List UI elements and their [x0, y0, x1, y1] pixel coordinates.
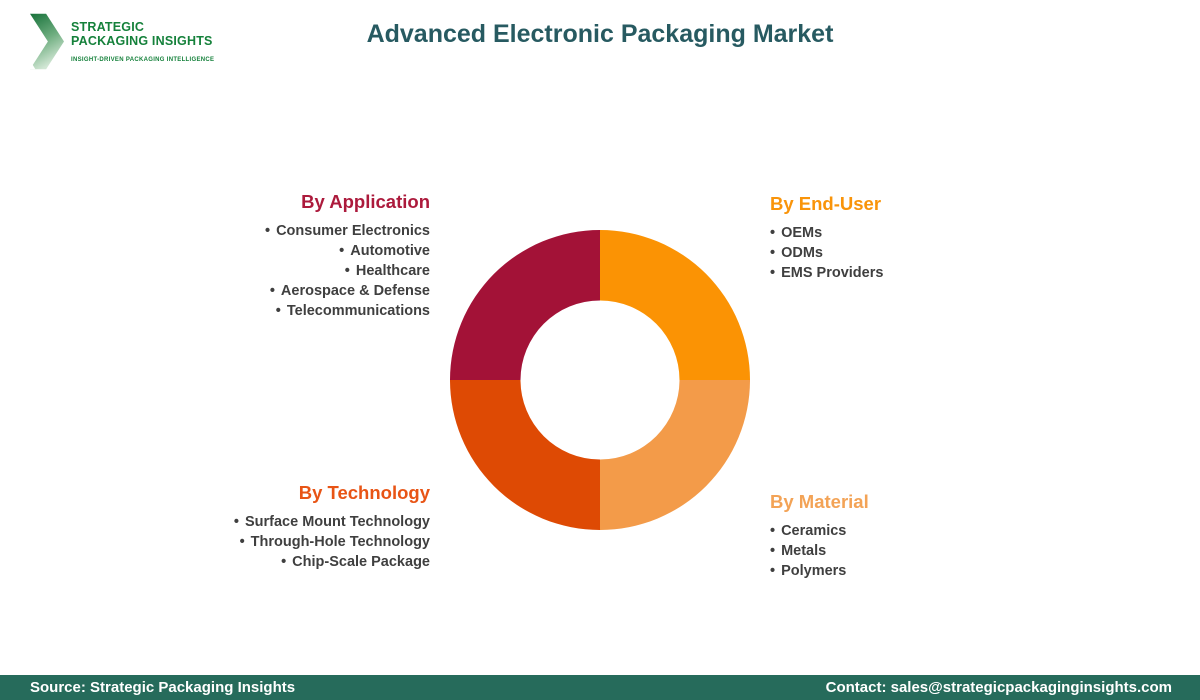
list-item-label: OEMs [781, 225, 823, 241]
list-item-label: Consumer Electronics [276, 223, 430, 239]
bullet-icon: • [233, 514, 239, 530]
list-item-label: Ceramics [781, 523, 847, 539]
brand-tagline: INSIGHT-DRIVEN PACKAGING INTELLIGENCE [71, 57, 215, 63]
bullet-icon: • [339, 243, 345, 259]
list-item-label: Through-Hole Technology [250, 534, 430, 550]
segment-item-list: • OEMs • ODMs • EMS Providers [770, 223, 1050, 283]
bullet-icon: • [770, 543, 776, 559]
list-item: • Healthcare [150, 261, 430, 281]
donut-chart-svg [450, 230, 750, 530]
segment-block-material: By Material • Ceramics • Metals • Polymers [770, 490, 1050, 581]
segment-block-application: By Application • Consumer Electronics • Aut… [150, 190, 430, 321]
brand-name-line2: PACKAGING INSIGHTS [71, 33, 213, 48]
bullet-icon: • [770, 523, 776, 539]
list-item-label: Polymers [781, 563, 847, 579]
list-item: • Metals [770, 541, 1050, 561]
list-item: • Aerospace & Defense [150, 281, 430, 301]
list-item-label: Metals [781, 543, 827, 559]
list-item-label: Aerospace & Defense [280, 283, 430, 299]
segment-heading-application: By Application [301, 191, 430, 212]
bullet-icon: • [770, 245, 776, 261]
list-item: • Through-Hole Technology [150, 532, 430, 552]
segment-heading-material: By Material [770, 491, 869, 512]
bullet-icon: • [281, 554, 287, 570]
bullet-icon: • [770, 265, 776, 281]
list-item: • ODMs [770, 243, 1050, 263]
brand-chevron-icon [30, 13, 64, 70]
list-item: • Consumer Electronics [150, 221, 430, 241]
donut-slice-by-application [450, 230, 600, 380]
list-item: • Polymers [770, 561, 1050, 581]
bullet-icon: • [239, 534, 245, 550]
bullet-icon: • [275, 303, 281, 319]
list-item: • Ceramics [770, 521, 1050, 541]
footer-contact-text: Contact: sales@strategicpackaginginsight… [825, 679, 1172, 696]
brand-logo-text: STRATEGIC PACKAGING INSIGHTS INSIGHT-DRI… [71, 13, 214, 63]
donut-slice-by-technology [450, 380, 600, 530]
segment-item-list: • Ceramics • Metals • Polymers [770, 521, 1050, 581]
segment-block-technology: By Technology • Surface Mount Technology •… [150, 481, 430, 572]
list-item-label: ODMs [781, 245, 823, 261]
page-title: Advanced Electronic Packaging Market [366, 20, 834, 48]
donut-chart [450, 230, 750, 530]
list-item: • EMS Providers [770, 263, 1050, 283]
donut-slice-by-end-user [600, 230, 750, 380]
list-item: • Telecommunications [150, 301, 430, 321]
list-item: • OEMs [770, 223, 1050, 243]
donut-slice-by-material [600, 380, 750, 530]
list-item: • Chip-Scale Package [150, 552, 430, 572]
bullet-icon: • [770, 225, 776, 241]
segment-heading-end-user: By End-User [770, 193, 882, 214]
brand-logo: STRATEGIC PACKAGING INSIGHTS INSIGHT-DRI… [30, 13, 214, 70]
list-item-label: Telecommunications [286, 303, 430, 319]
list-item-label: Surface Mount Technology [244, 514, 430, 530]
list-item: • Automotive [150, 241, 430, 261]
list-item-label: Chip-Scale Package [292, 554, 430, 570]
segment-item-list: • Surface Mount Technology • Through-Hole T… [150, 512, 430, 572]
bullet-icon: • [344, 263, 350, 279]
list-item-label: EMS Providers [781, 265, 884, 281]
list-item-label: Automotive [350, 243, 430, 259]
footer-bar: Source: Strategic Packaging Insights Con… [0, 675, 1200, 700]
segment-block-end-user: By End-User • OEMs • ODMs • EMS Providers [770, 192, 1050, 283]
brand-name-line1: STRATEGIC [71, 20, 145, 34]
footer-source-text: Source: Strategic Packaging Insights [30, 679, 296, 696]
bullet-icon: • [265, 223, 271, 239]
bullet-icon: • [269, 283, 275, 299]
segment-heading-technology: By Technology [298, 482, 430, 503]
list-item: • Surface Mount Technology [150, 512, 430, 532]
list-item-label: Healthcare [355, 263, 430, 279]
segment-item-list: • Consumer Electronics • Automotive • Healthc… [150, 221, 430, 321]
bullet-icon: • [770, 563, 776, 579]
